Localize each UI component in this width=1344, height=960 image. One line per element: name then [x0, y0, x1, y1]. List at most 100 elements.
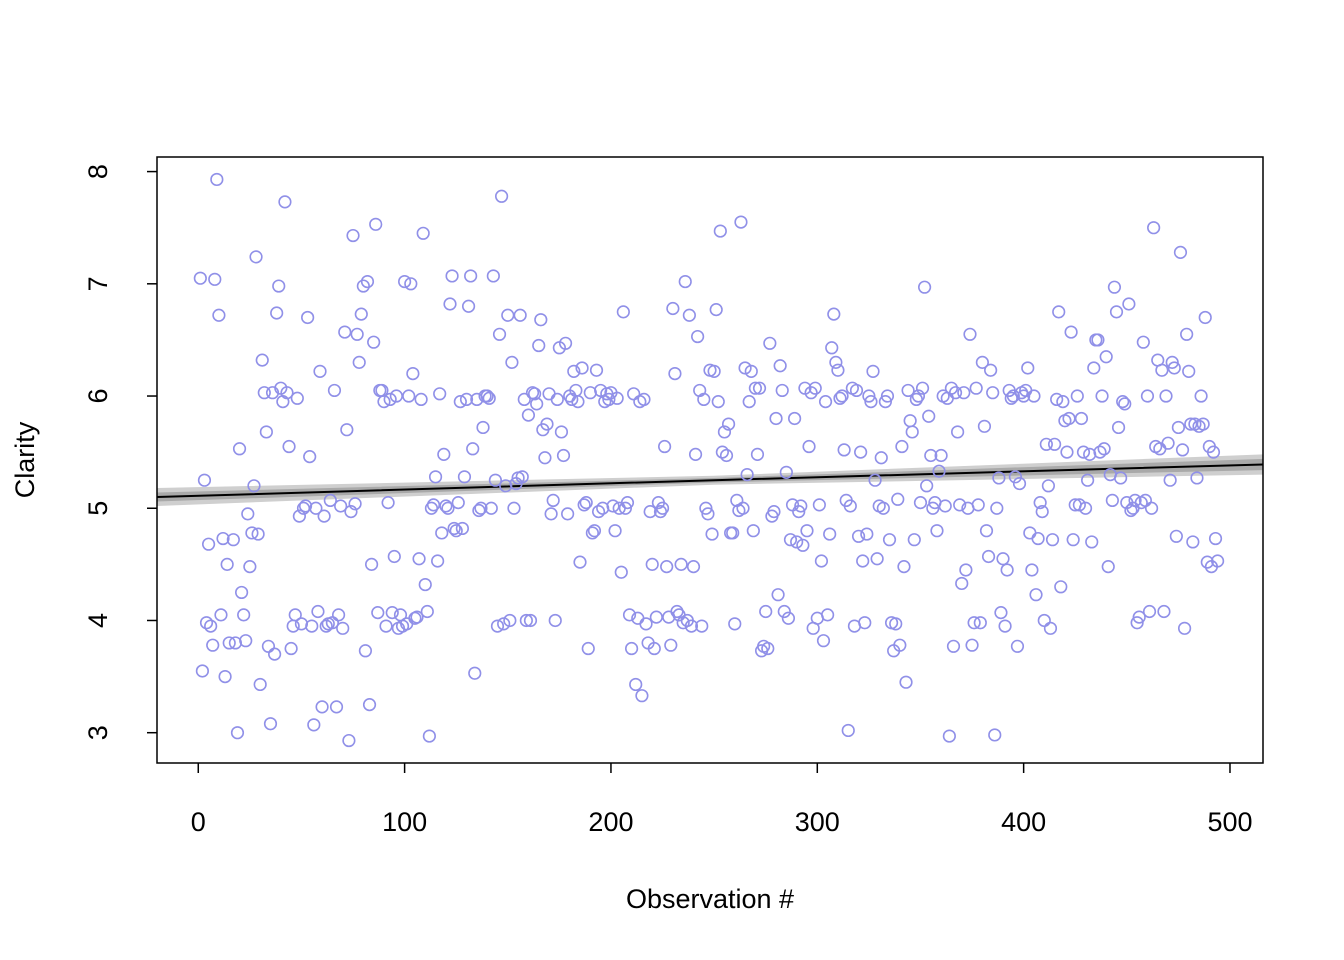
point	[472, 503, 486, 518]
point	[571, 395, 585, 409]
point	[851, 529, 866, 543]
point	[1008, 470, 1022, 484]
point	[905, 425, 919, 439]
x-tick-label: 400	[1001, 807, 1046, 837]
point	[1155, 363, 1169, 377]
point	[856, 554, 870, 568]
point	[418, 577, 432, 592]
point	[920, 479, 934, 493]
point	[1091, 333, 1105, 347]
point	[1076, 445, 1091, 459]
point	[891, 492, 905, 506]
point	[816, 634, 831, 648]
point	[779, 465, 793, 479]
point	[441, 501, 455, 515]
point	[709, 303, 723, 317]
point	[1132, 610, 1146, 624]
point	[1029, 588, 1043, 602]
point	[748, 381, 762, 395]
point	[1142, 604, 1157, 619]
point	[862, 389, 876, 403]
point	[222, 636, 236, 650]
point	[573, 555, 587, 569]
point	[346, 228, 360, 243]
point	[1167, 361, 1181, 375]
point	[878, 395, 892, 409]
point	[195, 664, 209, 678]
point	[261, 639, 276, 653]
point	[915, 381, 930, 395]
point	[263, 717, 278, 731]
point	[212, 308, 226, 322]
point	[307, 718, 321, 732]
point	[606, 499, 620, 513]
point	[1085, 535, 1099, 549]
point	[398, 274, 412, 289]
point	[944, 381, 959, 395]
point	[1109, 305, 1124, 319]
y-tick-label: 5	[83, 501, 113, 516]
point	[823, 527, 837, 541]
point	[686, 560, 701, 574]
point	[484, 501, 498, 515]
point	[1099, 350, 1113, 364]
point	[406, 366, 420, 381]
point	[474, 501, 488, 515]
point	[1070, 389, 1084, 403]
point	[235, 585, 249, 600]
point	[476, 420, 490, 435]
point	[1165, 355, 1179, 369]
point	[1196, 417, 1210, 431]
point	[922, 409, 936, 423]
point	[870, 552, 884, 566]
point	[658, 439, 672, 454]
point	[981, 549, 996, 564]
point	[1000, 563, 1014, 577]
point	[567, 364, 581, 378]
point	[1037, 613, 1051, 628]
point	[691, 329, 705, 344]
point	[984, 363, 998, 377]
point	[457, 470, 472, 484]
point	[792, 505, 806, 519]
point	[750, 447, 765, 461]
point	[433, 387, 447, 401]
point	[973, 616, 987, 630]
point	[1175, 443, 1190, 457]
point	[1078, 501, 1093, 515]
point	[1182, 364, 1196, 378]
point	[453, 395, 467, 409]
fit-line	[156, 463, 1264, 499]
point	[480, 389, 494, 403]
point	[1171, 420, 1185, 435]
point	[674, 557, 688, 571]
point	[1050, 392, 1064, 407]
point	[907, 533, 921, 547]
point	[340, 423, 354, 437]
point	[420, 604, 434, 619]
point	[282, 439, 296, 454]
point	[1025, 563, 1039, 577]
point	[1064, 325, 1078, 339]
point	[917, 280, 932, 294]
point	[1122, 297, 1136, 311]
point	[814, 554, 829, 568]
point	[410, 610, 424, 624]
point	[387, 549, 401, 564]
point	[876, 501, 890, 515]
point	[721, 417, 736, 431]
point	[490, 619, 505, 633]
point	[951, 425, 965, 439]
point	[348, 497, 362, 511]
point	[1006, 389, 1020, 403]
point	[286, 619, 300, 633]
point	[602, 392, 616, 407]
point	[461, 299, 476, 313]
point	[713, 224, 727, 238]
point	[794, 499, 808, 513]
point	[466, 442, 480, 456]
point	[825, 341, 839, 355]
point	[503, 613, 517, 628]
point	[360, 274, 375, 289]
point	[371, 606, 385, 620]
